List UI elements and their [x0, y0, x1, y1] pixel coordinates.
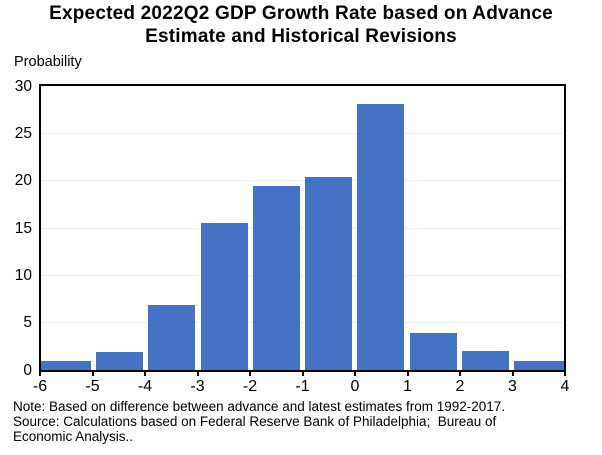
histogram-bar [514, 360, 564, 370]
histogram-bar [252, 186, 300, 370]
x-axis-tick-mark [249, 371, 251, 376]
y-axis-tick-label: 5 [23, 314, 32, 332]
y-axis-tick-label: 25 [14, 124, 32, 142]
source-note-continuation: Economic Analysis.. [13, 429, 134, 445]
gridline [41, 180, 564, 182]
x-axis-tick-mark [91, 371, 94, 376]
x-axis-tick-label: -4 [137, 378, 153, 395]
plot-area [39, 84, 566, 372]
histogram-bar [95, 352, 143, 370]
x-axis-tick-label: -3 [190, 378, 205, 395]
x-axis-tick-label: 4 [560, 378, 570, 395]
histogram-bar [200, 223, 248, 370]
x-axis-tick-label: -6 [32, 378, 48, 395]
chart-title-line-1: Expected 2022Q2 GDP Growth Rate based on… [49, 3, 553, 24]
source-note-line: Source: Calculations based on Federal Re… [13, 414, 497, 430]
x-axis-tick-mark [459, 371, 461, 376]
footnotes: Note: Based on difference between advanc… [13, 399, 505, 445]
x-axis-tick-mark [144, 371, 146, 376]
chart-title: Expected 2022Q2 GDP Growth Rate based on… [0, 3, 602, 48]
x-axis-tick-mark [354, 371, 356, 376]
x-axis-tick-label: 1 [403, 378, 412, 395]
y-axis-tick-label: 15 [14, 219, 32, 237]
x-axis-tick-mark [406, 371, 409, 376]
x-axis-tick-label: -2 [242, 378, 258, 395]
x-axis-tick-mark [511, 371, 514, 376]
gridline [41, 132, 564, 134]
x-axis-tick-label: 2 [455, 378, 465, 395]
x-axis-tick-mark [301, 371, 304, 376]
histogram-bar [462, 351, 509, 370]
note-line: Note: Based on difference between advanc… [13, 399, 506, 414]
histogram-bar [357, 104, 405, 370]
gridline [41, 274, 564, 276]
chart-title-line-2: Estimate and Historical Revisions [145, 25, 457, 47]
y-axis-tick-label: 0 [23, 361, 32, 379]
x-axis-tick-mark [564, 371, 566, 376]
y-axis-title: Probability [14, 54, 82, 70]
x-axis-tick-label: -1 [295, 378, 310, 395]
y-axis-tick-label: 30 [14, 77, 32, 95]
histogram-bar [41, 360, 91, 370]
y-axis-tick-label: 20 [14, 172, 32, 190]
x-axis-tick-label: -5 [85, 378, 100, 395]
x-axis-tick-mark [196, 371, 199, 376]
histogram-bar [409, 333, 457, 370]
histogram-bar [305, 176, 353, 370]
y-axis-tick-label: 10 [14, 266, 32, 284]
x-axis-tick-label: 3 [508, 378, 517, 395]
gridline [41, 227, 564, 229]
gridline [41, 322, 564, 324]
x-axis-tick-mark [39, 371, 41, 376]
histogram-bar [148, 304, 196, 370]
x-axis-tick-label: 0 [350, 378, 360, 395]
